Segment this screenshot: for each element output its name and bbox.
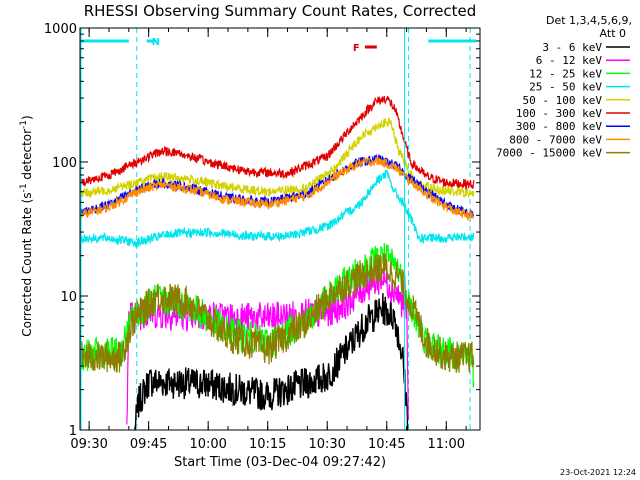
x-tick-label-1: 09:45 (130, 437, 167, 452)
legend-label-4: 50 - 100 keV (523, 94, 603, 107)
x-tick-label-4: 10:30 (308, 437, 345, 452)
flag-label-f: F (353, 43, 360, 54)
y-axis-label-main: Corrected Count Rate (s (20, 192, 34, 336)
legend-header-line1: Det 1,3,4,5,6,9, (546, 14, 632, 27)
x-axis-label: Start Time (03-Dec-04 09:27:42) (174, 455, 386, 470)
legend-label-7: 800 - 7000 keV (509, 133, 602, 146)
x-tick-label-3: 10:15 (249, 437, 286, 452)
legend-label-0: 3 - 6 keV (542, 41, 602, 54)
y-tick-label-0: 1 (69, 424, 77, 439)
x-tick-label-6: 11:00 (428, 437, 465, 452)
series-line-6 (79, 153, 475, 218)
x-tick-label-0: 09:30 (70, 437, 107, 452)
series-line-4 (79, 117, 475, 199)
series-line-1 (126, 265, 409, 425)
x-tick-label-2: 10:00 (189, 437, 226, 452)
plot-area: NF (79, 28, 477, 431)
legend-label-3: 25 - 50 keV (529, 81, 602, 94)
y-tick-label-3: 1000 (44, 22, 77, 37)
plot-timestamp: 23-Oct-2021 12:24 (560, 468, 636, 477)
series-line-7 (79, 156, 474, 222)
legend-label-5: 100 - 300 keV (516, 107, 602, 120)
legend-label-8: 7000 - 15000 keV (496, 147, 602, 160)
legend-label-2: 12 - 25 keV (529, 67, 602, 80)
legend-label-6: 300 - 800 keV (516, 120, 602, 133)
series-line-8 (79, 252, 475, 373)
axes: 1 10 100 1000 09:30 09:45 10:00 10:15 10:30 10:45… (44, 22, 481, 452)
y-axis-label: Corrected Count Rate (s-1 detector-1) (19, 115, 34, 336)
series-line-5 (79, 95, 475, 191)
series-line-3 (79, 169, 475, 249)
y-tick-label-2: 100 (52, 156, 77, 171)
y-axis-label-end: ) (20, 115, 34, 120)
y-axis-label-sup1: -1 (19, 183, 29, 192)
y-tick-label-1: 10 (60, 290, 77, 305)
flag-label-n: N (152, 37, 160, 48)
plot-frame (79, 27, 481, 431)
legend-label-1: 6 - 12 keV (536, 54, 603, 67)
series-line-0 (134, 293, 409, 431)
x-tick-label-5: 10:45 (368, 437, 405, 452)
y-axis-label-mid: detector (20, 129, 34, 184)
svg-text:Corrected Count Rate (s-1 dete: Corrected Count Rate (s-1 detector-1) (19, 115, 34, 336)
chart-title: RHESSI Observing Summary Count Rates, Co… (84, 2, 477, 20)
y-axis-label-sup2: -1 (19, 120, 29, 129)
legend-header-line2: Att 0 (600, 27, 626, 40)
